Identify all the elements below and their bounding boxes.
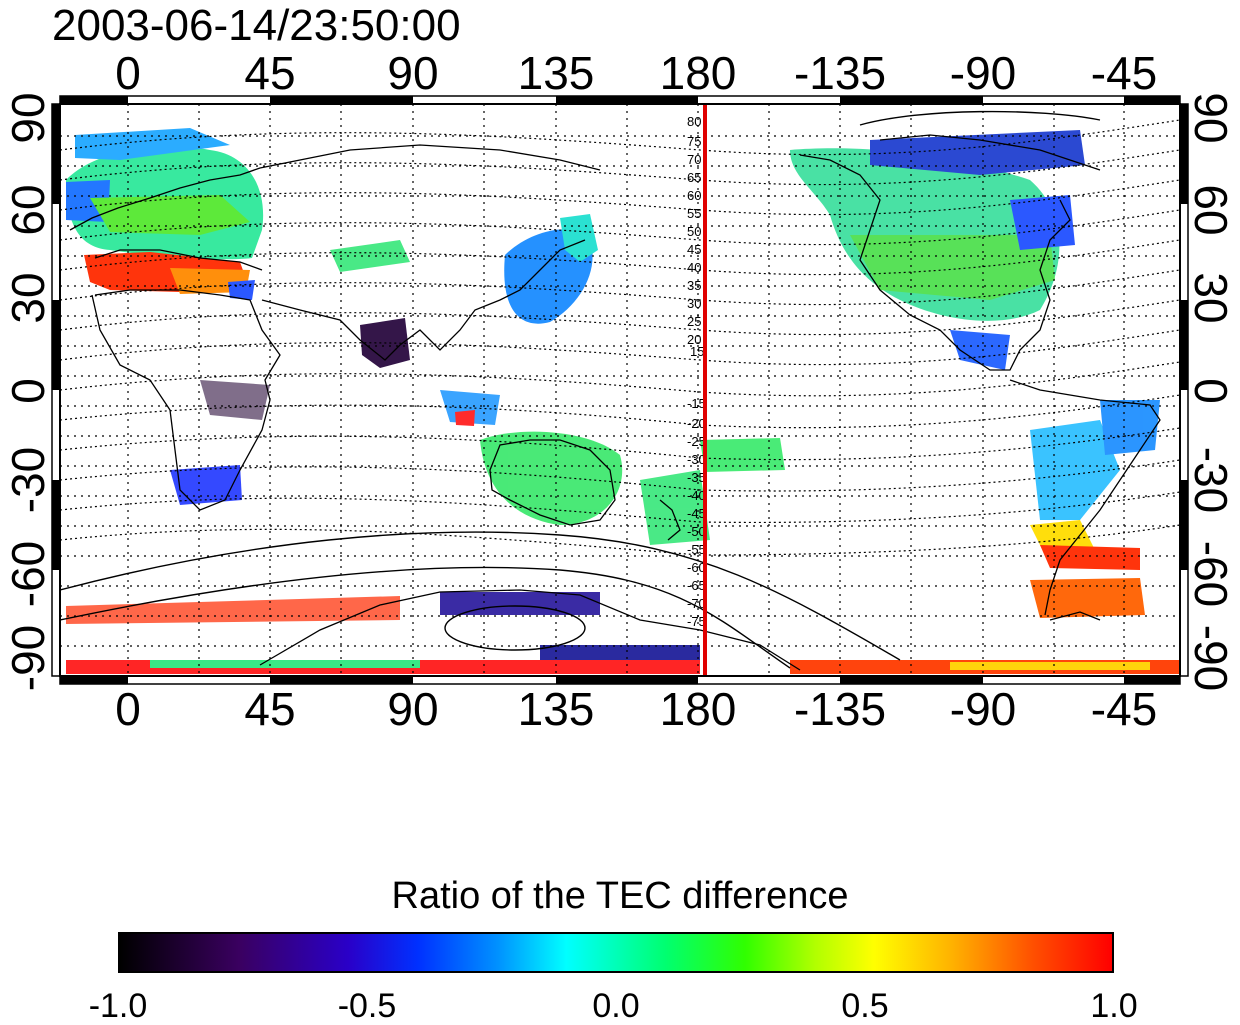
tec-region-japan xyxy=(560,214,598,262)
tec-band-polar-east-yellow xyxy=(950,662,1150,670)
coastlines xyxy=(69,134,1161,671)
contour-label: -20 xyxy=(687,416,706,431)
tec-region-antarctic-pacific xyxy=(440,592,600,615)
bottom-lon-tick: 180 xyxy=(659,683,737,735)
bottom-lon-tick: 135 xyxy=(517,683,595,735)
tec-region-canada-north xyxy=(870,130,1085,175)
contour-label: 65 xyxy=(687,170,701,185)
colorbar-tick: 1.0 xyxy=(1090,987,1138,1025)
bottom-lon-tick: -135 xyxy=(793,683,887,735)
contour-label: 15 xyxy=(690,344,704,359)
tec-region-central-europe xyxy=(90,195,250,235)
contour-label: 25 xyxy=(687,314,701,329)
bottom-lon-tick: -45 xyxy=(1090,683,1158,735)
top-lon-tick: 90 xyxy=(387,47,439,99)
contour-label-group: 80 75 70 65 60 55 50 45 40 35 30 25 20 1… xyxy=(687,114,706,629)
tec-region-usa xyxy=(850,235,1055,300)
contour-label: 20 xyxy=(687,332,701,347)
tec-region-ross xyxy=(540,645,700,660)
tec-band-south-atlantic xyxy=(66,596,400,624)
contour-label: 70 xyxy=(687,152,701,167)
contour-label: 75 xyxy=(687,134,701,149)
contour-label: -40 xyxy=(687,488,706,503)
contour-label: 35 xyxy=(687,278,701,293)
graticule xyxy=(60,104,1180,676)
auroral-ovals xyxy=(60,110,1101,669)
tec-region-south-pacific xyxy=(700,438,785,472)
contour-label: -45 xyxy=(687,506,706,521)
contour-label: 50 xyxy=(687,224,701,239)
contour-label: -70 xyxy=(687,596,706,611)
top-lon-tick: -45 xyxy=(1090,47,1158,99)
colorbar-tick: -0.5 xyxy=(337,987,397,1025)
tec-region-australia xyxy=(480,431,623,525)
top-lon-tick: -90 xyxy=(949,47,1017,99)
tec-region-new-zealand xyxy=(640,470,710,545)
tec-ratio-map: 80 75 70 65 60 55 50 45 40 35 30 25 20 1… xyxy=(51,95,1189,685)
top-lon-tick: -135 xyxy=(793,47,887,99)
tec-region-east-canada xyxy=(1010,195,1075,250)
contour-label: -55 xyxy=(687,542,706,557)
tec-data-layer xyxy=(66,128,1180,674)
tec-region-south-america xyxy=(1030,420,1120,520)
tec-region-east-africa xyxy=(200,380,270,420)
colorbar-title: Ratio of the TEC difference xyxy=(391,875,849,917)
contour-label: -35 xyxy=(687,470,706,485)
top-lon-tick: 0 xyxy=(115,47,141,99)
tec-region-south-atlantic xyxy=(1040,545,1140,570)
bottom-lon-tick: 45 xyxy=(244,683,296,735)
contour-label: 55 xyxy=(687,206,701,221)
tec-spot-java xyxy=(455,410,475,426)
contour-label: -15 xyxy=(687,396,706,411)
colorbar-tick: 0.5 xyxy=(841,987,889,1025)
contour-label: 80 xyxy=(687,114,701,129)
contour-label: 45 xyxy=(687,242,701,257)
tec-region-central-america xyxy=(950,330,1010,370)
bottom-lon-tick: -90 xyxy=(949,683,1017,735)
contour-label: -60 xyxy=(687,560,706,575)
top-lon-tick: 180 xyxy=(659,47,737,99)
colorbar-tick: -1.0 xyxy=(88,987,148,1025)
contour-label: -50 xyxy=(687,524,706,539)
top-lon-tick: 45 xyxy=(244,47,296,99)
tec-region-scandinavia xyxy=(75,128,230,160)
geomagnetic-contours xyxy=(60,119,1180,556)
contour-label: 60 xyxy=(687,188,701,203)
bottom-lon-tick: 0 xyxy=(115,683,141,735)
map-timestamp: 2003-06-14/23:50:00 xyxy=(52,1,461,50)
contour-label: -65 xyxy=(687,578,706,593)
contour-label: 40 xyxy=(687,260,701,275)
contour-label: -25 xyxy=(687,434,706,449)
frame-scale-bars xyxy=(51,95,1189,685)
tec-region-brazil xyxy=(1100,400,1160,455)
tec-band-polar-west-green xyxy=(150,660,420,668)
colorbar-gradient xyxy=(118,932,1114,973)
colorbar-tick: 0.0 xyxy=(592,987,640,1025)
contour-label: -30 xyxy=(687,452,706,467)
contour-label: -75 xyxy=(687,614,706,629)
bottom-lon-tick: 90 xyxy=(387,683,439,735)
contour-label: 30 xyxy=(687,296,701,311)
tec-region-south-africa xyxy=(170,465,242,505)
top-lon-tick: 135 xyxy=(517,47,595,99)
tec-region-drake-passage xyxy=(1030,578,1145,618)
